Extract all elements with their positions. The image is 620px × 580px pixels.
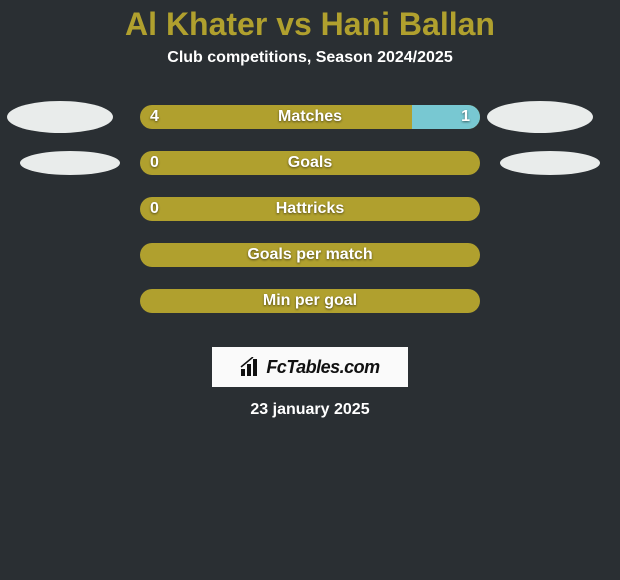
stat-label: Min per goal — [140, 289, 480, 313]
stat-value-left: 4 — [150, 105, 159, 129]
player1-name: Al Khater — [125, 6, 267, 42]
stat-bar-track: Goals per match — [140, 243, 480, 267]
stat-value-left: 0 — [150, 151, 159, 175]
stat-label: Goals per match — [140, 243, 480, 267]
vs-separator: vs — [276, 6, 312, 42]
stat-bar-track: Goals0 — [140, 151, 480, 175]
stat-row: Goals per match — [0, 243, 620, 289]
player2-name: Hani Ballan — [321, 6, 495, 42]
stat-bar-track: Min per goal — [140, 289, 480, 313]
stat-label: Goals — [140, 151, 480, 175]
page-title: Al Khater vs Hani Ballan — [0, 0, 620, 43]
placeholder-ellipse — [487, 101, 593, 133]
brand-logo: FcTables.com — [212, 347, 408, 387]
stat-row: Min per goal — [0, 289, 620, 335]
placeholder-ellipse — [20, 151, 120, 175]
date-text: 23 january 2025 — [0, 401, 620, 419]
stat-bar-track: Matches41 — [140, 105, 480, 129]
placeholder-ellipse — [7, 101, 113, 133]
bars-icon — [240, 357, 262, 377]
placeholder-ellipse — [500, 151, 600, 175]
comparison-infographic: Al Khater vs Hani Ballan Club competitio… — [0, 0, 620, 419]
subtitle: Club competitions, Season 2024/2025 — [0, 49, 620, 67]
comparison-chart: Matches41Goals0Hattricks0Goals per match… — [0, 105, 620, 335]
stat-bar-right-segment — [412, 105, 480, 129]
stat-bar-track: Hattricks0 — [140, 197, 480, 221]
stat-value-left: 0 — [150, 197, 159, 221]
stat-row: Hattricks0 — [0, 197, 620, 243]
brand-logo-text: FcTables.com — [266, 357, 379, 378]
stat-label: Hattricks — [140, 197, 480, 221]
brand-logo-inner: FcTables.com — [240, 357, 379, 378]
